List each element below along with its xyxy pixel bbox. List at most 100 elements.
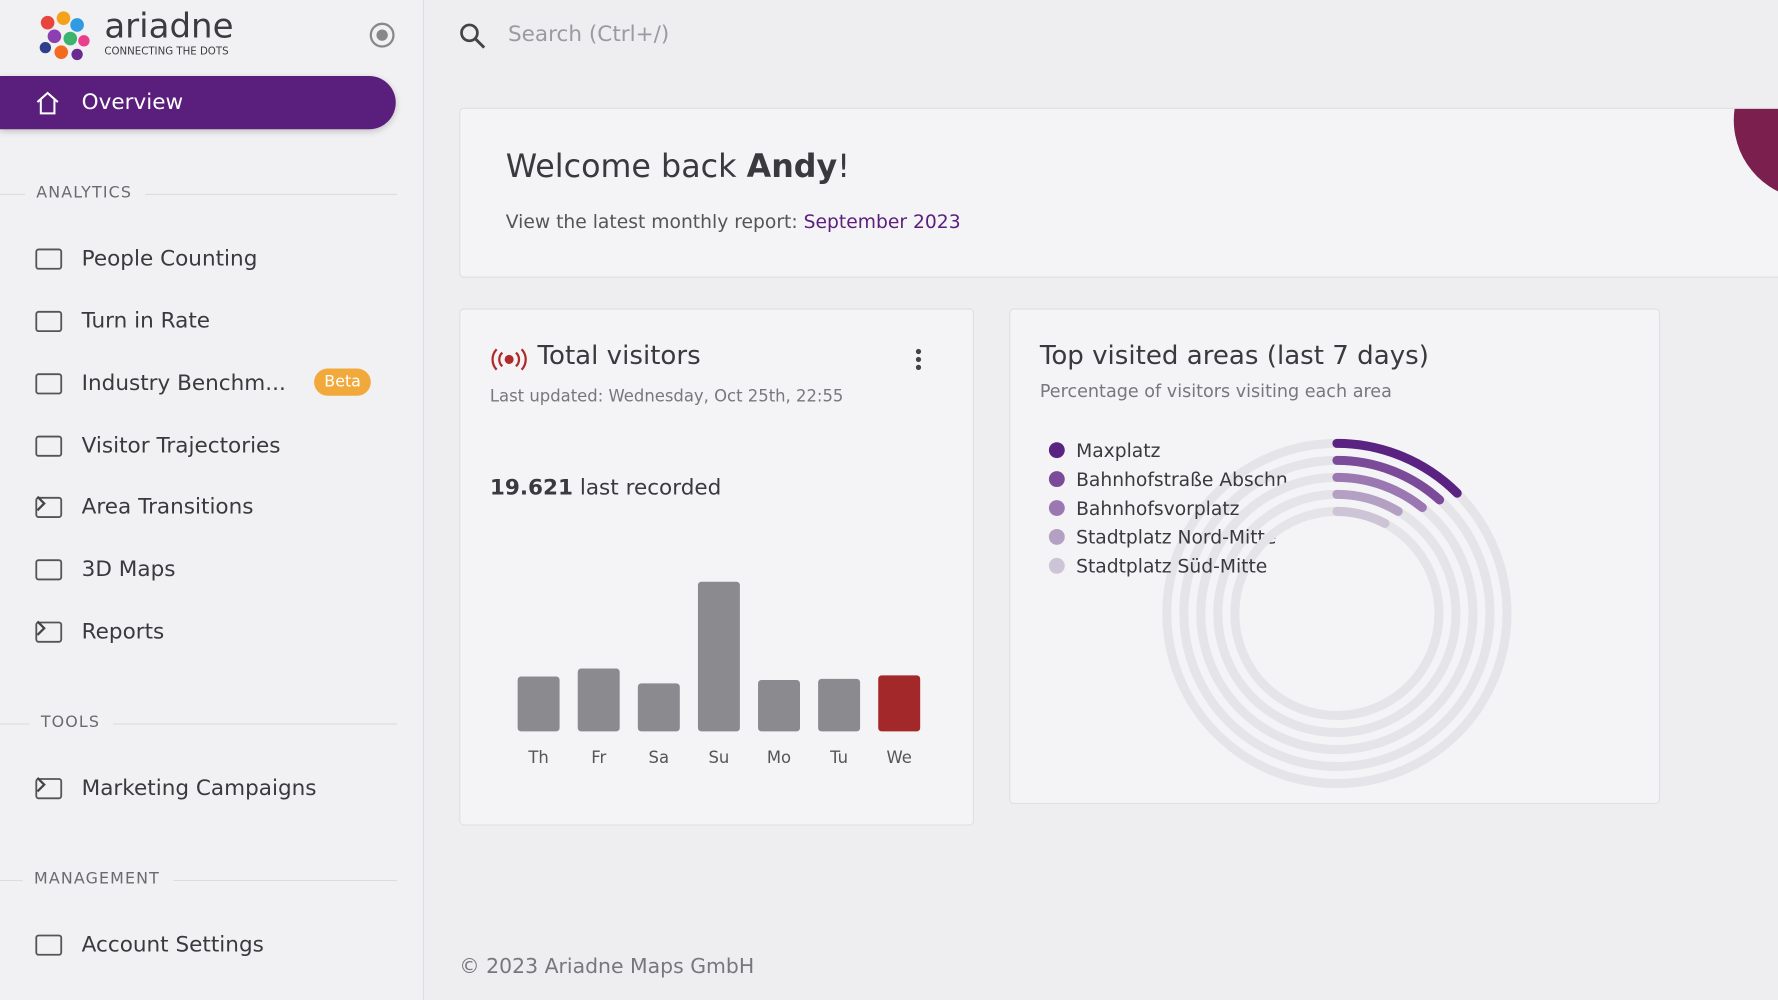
bar	[637, 683, 680, 732]
chevron-path	[36, 620, 46, 636]
legend-dot	[1048, 471, 1065, 488]
legend-label: Stadtplatz Nord-Mitte	[1076, 528, 1276, 549]
nav-label: Industry Benchm...	[81, 370, 286, 396]
nav-label: Reports	[81, 619, 165, 645]
count: 19.621	[489, 475, 574, 501]
nav-item[interactable]: People Counting	[0, 237, 423, 282]
card-menu[interactable]	[912, 347, 926, 374]
sidebar: ariadne CONNECTING THE DOTS Overview ANA…	[0, 0, 425, 1000]
logo-name: ariadne	[104, 6, 234, 47]
divider	[113, 723, 397, 725]
bar	[818, 678, 861, 732]
icon-shape	[35, 248, 63, 270]
icon	[35, 435, 63, 457]
report-text: View the latest monthly report:	[505, 210, 798, 233]
count-line: 19.621 last recorded	[490, 475, 721, 500]
nav-label: Area Transitions	[81, 494, 254, 520]
decoration	[1733, 108, 1778, 200]
legend-dot	[1048, 528, 1065, 545]
chevron-path	[36, 777, 46, 793]
greeting: Welcome back	[505, 147, 737, 185]
chevron	[36, 777, 46, 793]
legend-label: Bahnhofsvorplatz	[1076, 499, 1239, 520]
card-subtitle: Percentage of visitors visiting each are…	[1039, 381, 1392, 402]
section-header: TOOLS	[0, 713, 397, 736]
x-tick-label: We	[887, 748, 912, 767]
nav-item[interactable]: Account Settings	[0, 923, 423, 968]
x-tick-label: Tu	[829, 748, 848, 767]
icon-shape	[35, 934, 63, 956]
divider	[145, 193, 397, 196]
nav-item[interactable]: Turn in Rate	[0, 299, 423, 344]
legend-label: Stadtplatz Süd-Mitte	[1076, 557, 1267, 578]
section-title: MANAGEMENT	[34, 869, 161, 888]
divider	[0, 723, 30, 725]
legend-label: Maxplatz	[1076, 441, 1160, 462]
bar	[517, 676, 560, 732]
icon-shape	[35, 373, 63, 395]
icon	[35, 778, 63, 800]
legend-label: Bahnhofstraße Abschn...	[1076, 470, 1305, 491]
welcome-heading: Welcome back Andy!	[506, 147, 850, 184]
x-tick-label: Su	[708, 748, 729, 767]
arc	[1332, 455, 1445, 505]
count-label: last recorded	[579, 475, 722, 501]
icon	[35, 496, 63, 518]
icon	[35, 559, 63, 581]
section-header: ANALYTICS	[0, 184, 397, 207]
bar	[577, 668, 620, 732]
report-link[interactable]: September 2023	[803, 210, 961, 233]
arc	[1332, 506, 1390, 528]
icon-shape	[35, 559, 63, 581]
welcome-card: Welcome back Andy! View the latest month…	[459, 107, 1778, 278]
arc	[1332, 472, 1427, 513]
logo-tagline: CONNECTING THE DOTS	[104, 46, 229, 58]
x-tick-label: Sa	[649, 748, 670, 767]
nav-item[interactable]: Visitor Trajectories	[0, 424, 423, 469]
icon	[35, 310, 63, 333]
nav-label: Marketing Campaigns	[81, 775, 317, 801]
arc	[1332, 438, 1462, 498]
divider	[0, 193, 25, 196]
radial-chart: Maxplatz Bahnhofstraße Abschn... Bahnhofsv…	[1048, 438, 1512, 789]
icon	[35, 373, 63, 395]
section-header: MANAGEMENT	[0, 870, 397, 893]
search-input[interactable]: Search (Ctrl+/)	[508, 21, 670, 47]
chevron-path	[36, 495, 46, 512]
punctuation: !	[837, 147, 850, 185]
nav-label: 3D Maps	[81, 556, 176, 582]
icon	[35, 934, 63, 956]
x-tick-label: Fr	[591, 748, 606, 767]
x-tick-label: Th	[527, 748, 548, 767]
icon-shape	[35, 310, 63, 333]
icon-shape	[35, 435, 63, 457]
nav-label: People Counting	[81, 246, 258, 272]
section-title: TOOLS	[40, 713, 101, 732]
nav-overview[interactable]: Overview	[0, 75, 396, 130]
nav-item[interactable]: Marketing Campaigns	[0, 767, 423, 812]
nav-label: Visitor Trajectories	[81, 433, 281, 459]
legend-dot	[1048, 500, 1065, 516]
badge: Beta	[314, 368, 372, 396]
x-tick-label: Mo	[767, 748, 791, 767]
icon-shape	[35, 496, 63, 518]
nav-label: Turn in Rate	[81, 308, 211, 334]
user-name: Andy	[746, 147, 838, 185]
sidebar-toggle[interactable]	[369, 22, 396, 49]
arc	[1332, 489, 1403, 516]
section-title: ANALYTICS	[36, 183, 133, 202]
logo-mark	[39, 11, 90, 61]
footer: © 2023 Ariadne Maps GmbH	[459, 954, 755, 979]
nav-item[interactable]: 3D Maps	[0, 548, 423, 593]
icon	[35, 248, 63, 270]
nav-item[interactable]: Reports	[0, 610, 423, 655]
divider	[173, 879, 397, 882]
card-title: Top visited areas (last 7 days)	[1039, 341, 1429, 371]
nav-item[interactable]: Area Transitions	[0, 485, 423, 530]
chevron	[36, 620, 46, 636]
icon	[36, 91, 59, 115]
last-updated: Last updated: Wednesday, Oct 25th, 22:55	[489, 387, 844, 406]
nav-item[interactable]: Industry Benchm... Beta	[0, 362, 423, 407]
search-icon	[460, 23, 486, 49]
